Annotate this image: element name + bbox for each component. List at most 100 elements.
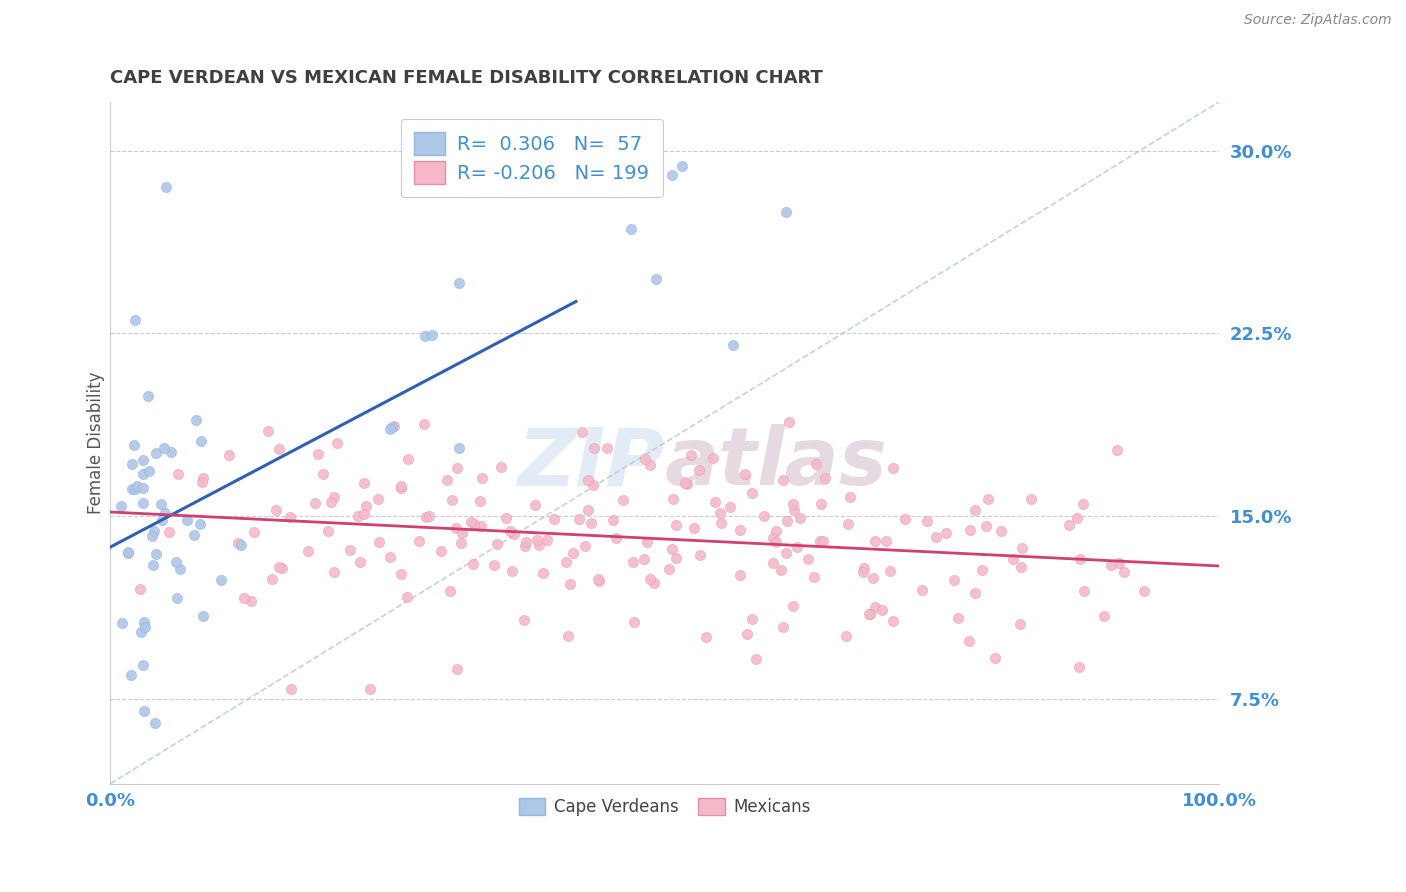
Point [811,533,834,548]
Point [153,441,176,455]
Point [728,524,751,538]
Point [190,434,212,448]
Point [120,667,142,681]
Point [526,533,548,547]
Point [558,576,581,591]
Point [368,534,391,549]
Point [153,506,176,520]
Point [863,599,886,614]
Point [111,615,134,630]
Point [278,509,301,524]
Point [389,479,412,493]
Point [661,541,683,556]
Point [143,715,166,730]
Point [806,457,828,471]
Point [321,495,343,509]
Point [110,499,132,513]
Point [322,565,344,579]
Point [515,535,537,549]
Point [280,682,302,697]
Point [229,538,252,552]
Point [297,543,319,558]
Point [125,478,148,492]
Point [184,413,207,427]
Point [710,516,733,530]
Point [257,424,280,438]
Point [1105,442,1128,457]
Point [1010,560,1032,574]
Point [150,513,173,527]
Point [121,457,143,471]
Point [1108,556,1130,570]
Point [1069,551,1091,566]
Point [482,558,505,572]
Y-axis label: Female Disability: Female Disability [87,372,105,514]
Point [396,590,419,604]
Point [121,482,143,496]
Point [633,552,655,566]
Point [561,545,583,559]
Point [446,662,468,676]
Point [264,502,287,516]
Point [814,471,837,485]
Point [775,205,797,219]
Point [555,555,578,569]
Point [134,615,156,629]
Point [588,574,610,588]
Point [132,704,155,718]
Point [1094,608,1116,623]
Point [141,529,163,543]
Point [408,534,430,549]
Point [783,503,806,517]
Point [602,513,624,527]
Point [661,169,683,183]
Point [145,547,167,561]
Point [586,572,609,586]
Point [557,629,579,643]
Point [579,516,602,530]
Point [159,525,181,540]
Point [142,524,165,539]
Point [239,594,262,608]
Point [679,448,702,462]
Point [612,492,634,507]
Point [782,497,804,511]
Point [754,508,776,523]
Point [117,544,139,558]
Text: CAPE VERDEAN VS MEXICAN FEMALE DISABILITY CORRELATION CHART: CAPE VERDEAN VS MEXICAN FEMALE DISABILIT… [110,69,823,87]
Point [502,527,524,541]
Point [765,535,787,549]
Point [1057,518,1080,533]
Point [957,633,980,648]
Point [734,467,756,481]
Point [662,492,685,507]
Point [129,582,152,596]
Point [852,561,875,575]
Point [122,438,145,452]
Point [859,607,882,622]
Point [984,651,1007,665]
Point [695,630,717,644]
Point [307,447,329,461]
Point [782,599,804,614]
Point [723,338,745,352]
Point [441,493,464,508]
Point [142,558,165,572]
Point [380,419,402,434]
Point [810,496,832,510]
Point [741,611,763,625]
Point [709,507,731,521]
Point [671,159,693,173]
Point [935,525,957,540]
Point [359,682,381,697]
Point [852,565,875,579]
Point [638,573,661,587]
Point [974,519,997,533]
Point [312,467,335,481]
Point [176,512,198,526]
Point [658,562,681,576]
Point [160,444,183,458]
Point [911,582,934,597]
Point [643,575,665,590]
Point [797,552,820,566]
